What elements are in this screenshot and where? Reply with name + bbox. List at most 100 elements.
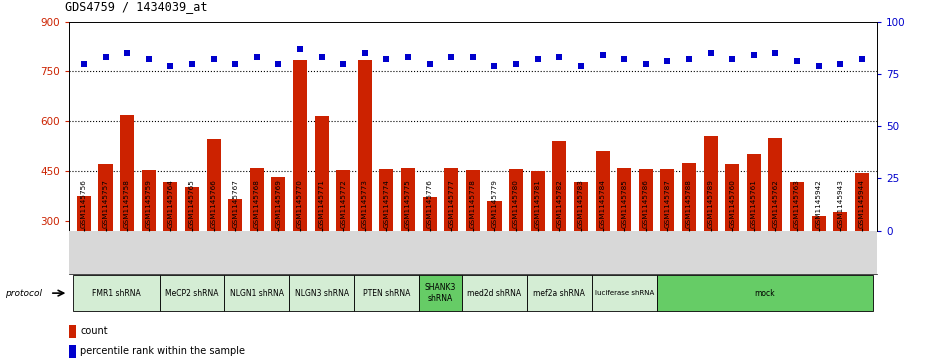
Point bbox=[444, 54, 459, 60]
Point bbox=[617, 56, 632, 62]
Bar bbox=[834, 212, 847, 320]
FancyBboxPatch shape bbox=[657, 275, 872, 311]
Text: mock: mock bbox=[755, 289, 775, 298]
Bar bbox=[617, 168, 631, 320]
Text: MeCP2 shRNA: MeCP2 shRNA bbox=[165, 289, 219, 298]
Point bbox=[357, 50, 372, 56]
Bar bbox=[141, 170, 155, 320]
Bar bbox=[77, 196, 91, 320]
Text: PTEN shRNA: PTEN shRNA bbox=[363, 289, 410, 298]
Point bbox=[185, 61, 200, 66]
FancyBboxPatch shape bbox=[224, 275, 289, 311]
Bar bbox=[704, 136, 718, 320]
Bar bbox=[206, 139, 220, 320]
Point bbox=[703, 50, 718, 56]
Bar bbox=[250, 168, 264, 320]
Point bbox=[509, 61, 524, 66]
Point bbox=[833, 61, 848, 66]
Point bbox=[271, 61, 286, 66]
Bar bbox=[812, 216, 826, 320]
Bar bbox=[336, 170, 350, 320]
Bar bbox=[423, 197, 437, 320]
Bar bbox=[401, 168, 415, 320]
Bar bbox=[99, 164, 112, 320]
Bar bbox=[358, 60, 372, 320]
Point bbox=[76, 61, 91, 66]
Point bbox=[98, 54, 113, 60]
FancyBboxPatch shape bbox=[289, 275, 354, 311]
Point bbox=[768, 50, 783, 56]
Text: SHANK3
shRNA: SHANK3 shRNA bbox=[425, 284, 456, 303]
Bar bbox=[552, 141, 566, 320]
Point bbox=[487, 63, 502, 69]
Point bbox=[789, 58, 804, 64]
Bar bbox=[595, 151, 609, 320]
Bar bbox=[120, 115, 134, 320]
Bar bbox=[509, 169, 523, 320]
Point bbox=[574, 63, 589, 69]
Point bbox=[811, 63, 826, 69]
Point bbox=[163, 63, 178, 69]
Point bbox=[659, 58, 674, 64]
Bar bbox=[639, 169, 653, 320]
FancyBboxPatch shape bbox=[463, 275, 527, 311]
FancyBboxPatch shape bbox=[73, 275, 159, 311]
Point bbox=[681, 56, 696, 62]
Bar bbox=[185, 187, 199, 320]
Text: mef2a shRNA: mef2a shRNA bbox=[533, 289, 585, 298]
Text: luciferase shRNA: luciferase shRNA bbox=[594, 290, 654, 296]
Point bbox=[228, 61, 243, 66]
FancyBboxPatch shape bbox=[527, 275, 592, 311]
Bar bbox=[271, 178, 285, 320]
Text: FMR1 shRNA: FMR1 shRNA bbox=[92, 289, 140, 298]
Bar bbox=[725, 164, 739, 320]
Point bbox=[530, 56, 545, 62]
Bar bbox=[69, 325, 76, 338]
FancyBboxPatch shape bbox=[354, 275, 419, 311]
Text: GDS4759 / 1434039_at: GDS4759 / 1434039_at bbox=[65, 0, 207, 13]
Point bbox=[379, 56, 394, 62]
Bar bbox=[769, 138, 783, 320]
Point bbox=[400, 54, 415, 60]
Bar bbox=[530, 171, 544, 320]
Text: med2d shRNA: med2d shRNA bbox=[467, 289, 522, 298]
Bar bbox=[380, 169, 394, 320]
Bar bbox=[315, 116, 329, 320]
Point bbox=[854, 56, 869, 62]
Point bbox=[595, 52, 610, 58]
Point bbox=[292, 46, 307, 52]
Bar bbox=[445, 168, 459, 320]
Point bbox=[639, 61, 654, 66]
Bar bbox=[69, 345, 76, 358]
Bar bbox=[747, 154, 761, 320]
Bar bbox=[682, 163, 696, 320]
Bar bbox=[293, 60, 307, 320]
FancyBboxPatch shape bbox=[159, 275, 224, 311]
Point bbox=[250, 54, 265, 60]
Text: NLGN1 shRNA: NLGN1 shRNA bbox=[230, 289, 284, 298]
Bar bbox=[466, 170, 479, 320]
Bar bbox=[790, 183, 804, 320]
Point bbox=[141, 56, 156, 62]
Bar bbox=[487, 201, 501, 320]
Point bbox=[465, 54, 480, 60]
Bar bbox=[854, 172, 869, 320]
FancyBboxPatch shape bbox=[592, 275, 657, 311]
Bar bbox=[660, 169, 674, 320]
Text: percentile rank within the sample: percentile rank within the sample bbox=[80, 346, 245, 356]
Bar bbox=[163, 183, 177, 320]
Point bbox=[552, 54, 567, 60]
Point bbox=[206, 56, 221, 62]
Point bbox=[724, 56, 739, 62]
Point bbox=[120, 50, 135, 56]
Point bbox=[335, 61, 350, 66]
Text: NLGN3 shRNA: NLGN3 shRNA bbox=[295, 289, 349, 298]
Text: protocol: protocol bbox=[5, 289, 41, 298]
Text: count: count bbox=[80, 326, 107, 336]
Bar bbox=[228, 199, 242, 320]
FancyBboxPatch shape bbox=[419, 275, 463, 311]
Bar bbox=[574, 183, 588, 320]
Point bbox=[746, 52, 761, 58]
Point bbox=[422, 61, 437, 66]
Point bbox=[314, 54, 329, 60]
